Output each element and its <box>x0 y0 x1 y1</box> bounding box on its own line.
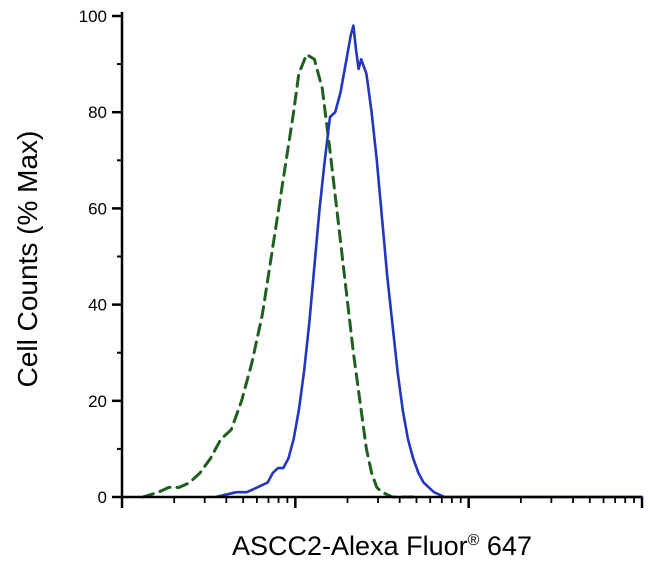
y-tick-label: 40 <box>88 296 107 315</box>
x-axis-label: ASCC2-Alexa Fluor® 647 <box>122 531 642 562</box>
sample-curve-solid <box>214 24 644 499</box>
x-axis-ticks <box>120 497 644 508</box>
y-axis-label: Cell Counts (% Max) <box>12 130 43 388</box>
y-tick-label: 0 <box>98 488 107 507</box>
registered-trademark-symbol: ® <box>467 532 480 549</box>
y-tick-label: 20 <box>88 392 107 411</box>
x-axis-label-suffix: 647 <box>479 531 532 561</box>
x-axis-label-text: ASCC2-Alexa Fluor <box>232 531 468 561</box>
y-tick-label: 100 <box>79 7 107 26</box>
y-tick-label: 60 <box>88 199 107 218</box>
y-axis-ticks <box>112 14 122 499</box>
control-curve-dashed <box>141 53 415 499</box>
y-tick-label: 80 <box>88 103 107 122</box>
y-axis-tick-labels: 0 20 40 60 80 100 <box>79 7 107 507</box>
